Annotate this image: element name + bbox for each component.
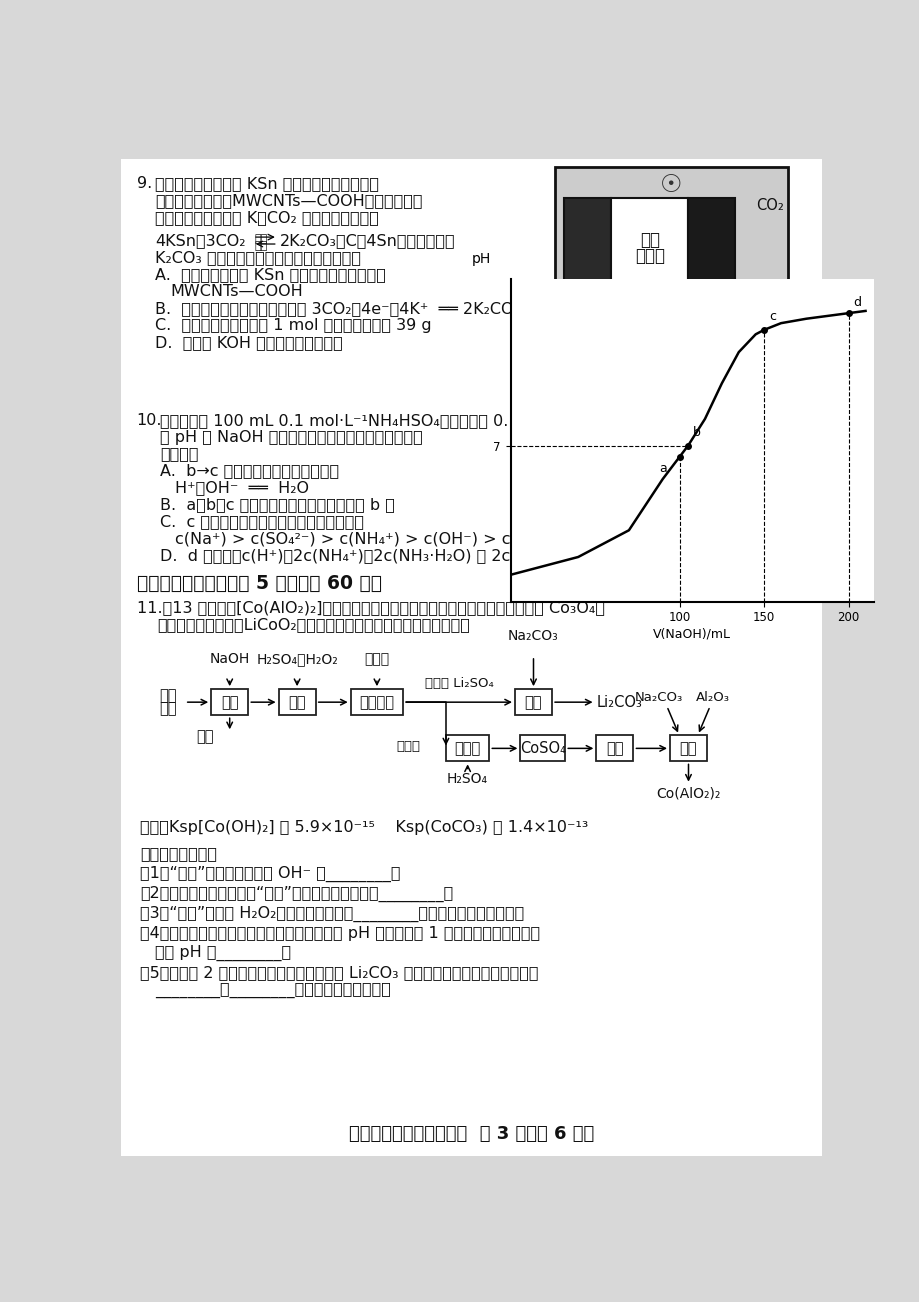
Text: 的多壁碳纳米管（MWCNTs—COOH）为正极，构: 的多壁碳纳米管（MWCNTs—COOH）为正极，构 [155, 193, 423, 208]
Text: NaOH: NaOH [210, 652, 250, 667]
Text: 成如图所示的可充电 K－CO₂ 电池，电池反应为: 成如图所示的可充电 K－CO₂ 电池，电池反应为 [155, 210, 379, 225]
Text: c: c [768, 310, 776, 323]
Text: 反萃取: 反萃取 [454, 741, 481, 756]
Text: D.  不能用 KOH 溶液代替酯基电解质: D. 不能用 KOH 溶液代替酯基电解质 [155, 335, 343, 350]
FancyBboxPatch shape [564, 198, 610, 302]
Text: ________、________、洗涤、干燥等步骤。: ________、________、洗涤、干燥等步骤。 [155, 983, 391, 999]
Text: 沉锂: 沉锂 [524, 695, 541, 710]
Text: 正确的是: 正确的是 [160, 447, 199, 461]
Text: Li₂CO₃: Li₂CO₃ [596, 695, 642, 710]
FancyBboxPatch shape [669, 736, 707, 762]
Text: 酸浸: 酸浸 [288, 695, 305, 710]
Text: 二、非选择题：本题共 5 小题，共 60 分。: 二、非选择题：本题共 5 小题，共 60 分。 [137, 574, 381, 592]
Text: A.  b→c 发生反应的离子方程式为：: A. b→c 发生反应的离子方程式为： [160, 464, 339, 478]
Text: d: d [853, 296, 861, 309]
Text: 9.: 9. [137, 176, 152, 191]
Text: CoSO₄: CoSO₄ [519, 741, 565, 756]
Text: 灼烧: 灼烧 [679, 741, 697, 756]
FancyBboxPatch shape [278, 689, 315, 715]
Text: D.  d 点存在：c(H⁺)＋2c(NH₄⁺)＋2c(NH₃·H₂O) ＝ 2c(SO₄²⁻)＋c(OH⁻): D. d 点存在：c(H⁺)＋2c(NH₄⁺)＋2c(NH₃·H₂O) ＝ 2c… [160, 548, 630, 564]
Text: b: b [692, 426, 700, 439]
FancyBboxPatch shape [121, 159, 821, 1156]
FancyBboxPatch shape [687, 198, 734, 302]
Text: A.  放电时，电子由 KSn 合金经酯基电解质流向: A. 放电时，电子由 KSn 合金经酯基电解质流向 [155, 267, 386, 283]
Text: H⁺＋OH⁻  ══  H₂O: H⁺＋OH⁻ ══ H₂O [176, 480, 309, 495]
Text: （3）“酸浸”过程中 H₂O₂发生的主要反应是________（用离子方程式表示）。: （3）“酸浸”过程中 H₂O₂发生的主要反应是________（用离子方程式表示… [140, 906, 524, 922]
Y-axis label: pH: pH [471, 251, 491, 266]
Text: 10.: 10. [137, 413, 162, 427]
Text: 最佳 pH 为________。: 最佳 pH 为________。 [155, 945, 291, 961]
Text: 萃取分液: 萃取分液 [359, 695, 394, 710]
Text: 有机磷: 有机磷 [364, 652, 389, 667]
Text: ☉: ☉ [660, 173, 682, 197]
FancyBboxPatch shape [350, 689, 403, 715]
FancyBboxPatch shape [210, 689, 248, 715]
Text: 还含有少量的铝箔、LiCoO₂等杂质）制备钴蓝的一种工艺流程如下：: 还含有少量的铝箔、LiCoO₂等杂质）制备钴蓝的一种工艺流程如下： [157, 617, 470, 631]
Text: C.  充电时，电路中通过 1 mol 电子，阳极增重 39 g: C. 充电时，电路中通过 1 mol 电子，阳极增重 39 g [155, 318, 431, 333]
Text: （2）在实际工业生产中，“酸浸”不选用盐酸，原因是________。: （2）在实际工业生产中，“酸浸”不选用盐酸，原因是________。 [140, 887, 452, 902]
Text: a: a [659, 462, 666, 475]
Text: （5）根据图 2 判断，沉锂中若要进一步提高 Li₂CO₃ 的产量，还须进行的操作依次是: （5）根据图 2 判断，沉锂中若要进一步提高 Li₂CO₃ 的产量，还须进行的操… [140, 965, 538, 979]
Text: 酯基: 酯基 [639, 232, 659, 249]
Text: 南开大学科研团队以 KSn 合金为负极，以含羧基: 南开大学科研团队以 KSn 合金为负极，以含羧基 [155, 176, 379, 191]
FancyBboxPatch shape [610, 198, 687, 302]
Text: 已知：Ksp[Co(OH)₂] ＝ 5.9×10⁻¹⁵    Ksp(CoCO₃) ＝ 1.4×10⁻¹³: 已知：Ksp[Co(OH)₂] ＝ 5.9×10⁻¹⁵ Ksp(CoCO₃) ＝… [140, 820, 587, 835]
Text: K₂CO₃ 会附着在正极上。下列说法正确的是: K₂CO₃ 会附着在正极上。下列说法正确的是 [155, 250, 361, 266]
Text: MWCNTs—COOH: MWCNTs—COOH [171, 284, 303, 299]
Text: 请回答以下问题：: 请回答以下问题： [140, 846, 217, 861]
Text: 2K₂CO₃＋C＋4Sn，其中生成的: 2K₂CO₃＋C＋4Sn，其中生成的 [279, 233, 455, 249]
FancyBboxPatch shape [515, 689, 551, 715]
FancyBboxPatch shape [520, 736, 564, 762]
Text: Al₂O₃: Al₂O₃ [696, 690, 730, 703]
Text: MWCNTs—COOH: MWCNTs—COOH [663, 307, 772, 320]
Text: 废料: 废料 [159, 700, 176, 716]
Text: c(Na⁺) > c(SO₄²⁻) > c(NH₄⁺) > c(OH⁻) > c(H⁺): c(Na⁺) > c(SO₄²⁻) > c(NH₄⁺) > c(OH⁻) > c… [176, 531, 543, 547]
Text: 放电: 放电 [255, 234, 267, 243]
Text: 含钴: 含钴 [159, 689, 176, 703]
Text: 电解质: 电解质 [634, 246, 664, 264]
X-axis label: V(NaOH)/mL: V(NaOH)/mL [652, 628, 731, 641]
Text: 滤液: 滤液 [196, 729, 213, 745]
Text: Na₂CO₃: Na₂CO₃ [507, 629, 558, 643]
Text: （4）已知钴、锂在有机磷萃取剂中的萃取率与 pH 的关系如图 1 所示，则有机磷萃取的: （4）已知钴、锂在有机磷萃取剂中的萃取率与 pH 的关系如图 1 所示，则有机磷… [140, 926, 539, 941]
Text: H₂SO₄、H₂O₂: H₂SO₄、H₂O₂ [256, 652, 337, 667]
Text: 充电: 充电 [255, 241, 267, 251]
Text: 化学第三次教学质量检测  第 3 页（共 6 页）: 化学第三次教学质量检测 第 3 页（共 6 页） [348, 1125, 594, 1143]
Text: （1）“滤液”中阴离子主要是 OH⁻ 和________。: （1）“滤液”中阴离子主要是 OH⁻ 和________。 [140, 866, 400, 883]
Text: Na₂CO₃: Na₂CO₃ [634, 690, 683, 703]
Text: 11.（13 分）钴蓝[Co(AlO₂)₂]是一种重要的蓝色颜料。利用含钴废料（主要成分为 Co₃O₄，: 11.（13 分）钴蓝[Co(AlO₂)₂]是一种重要的蓝色颜料。利用含钴废料（… [137, 600, 604, 615]
Text: 无机相 Li₂SO₄: 无机相 Li₂SO₄ [425, 677, 493, 690]
Text: Co(AlO₂)₂: Co(AlO₂)₂ [655, 786, 720, 801]
Text: H₂SO₄: H₂SO₄ [447, 772, 488, 786]
FancyBboxPatch shape [596, 736, 633, 762]
Text: B.  a、b、c 三点中水的电离程度最大的是 b 点: B. a、b、c 三点中水的电离程度最大的是 b 点 [160, 497, 394, 513]
Text: 4KSn＋3CO₂: 4KSn＋3CO₂ [155, 233, 245, 249]
Text: B.  充电时，阴极的电极反应式为 3CO₂＋4e⁻＋4K⁺  ══ 2K₂CO₃＋C: B. 充电时，阴极的电极反应式为 3CO₂＋4e⁻＋4K⁺ ══ 2K₂CO₃＋… [155, 301, 540, 316]
Text: CO₂: CO₂ [755, 198, 783, 212]
Text: KSn: KSn [573, 307, 601, 322]
Text: C.  c 点溶液中离子浓度由大到小的顺序为：: C. c 点溶液中离子浓度由大到小的顺序为： [160, 514, 364, 530]
Text: 的 pH 与 NaOH 溶液体积的关系如图所示。下列说法: 的 pH 与 NaOH 溶液体积的关系如图所示。下列说法 [160, 430, 422, 444]
FancyBboxPatch shape [554, 167, 787, 328]
Text: 沉钴: 沉钴 [606, 741, 623, 756]
Text: 有机相: 有机相 [396, 741, 420, 754]
Text: 碱溶: 碱溶 [221, 695, 238, 710]
Text: 常温下，向 100 mL 0.1 mol·L⁻¹NH₄HSO₄溶液中滴加 0.1 mol·L⁻¹NaOH 溶液，所得溶液: 常温下，向 100 mL 0.1 mol·L⁻¹NH₄HSO₄溶液中滴加 0.1… [160, 413, 701, 427]
FancyBboxPatch shape [446, 736, 488, 762]
